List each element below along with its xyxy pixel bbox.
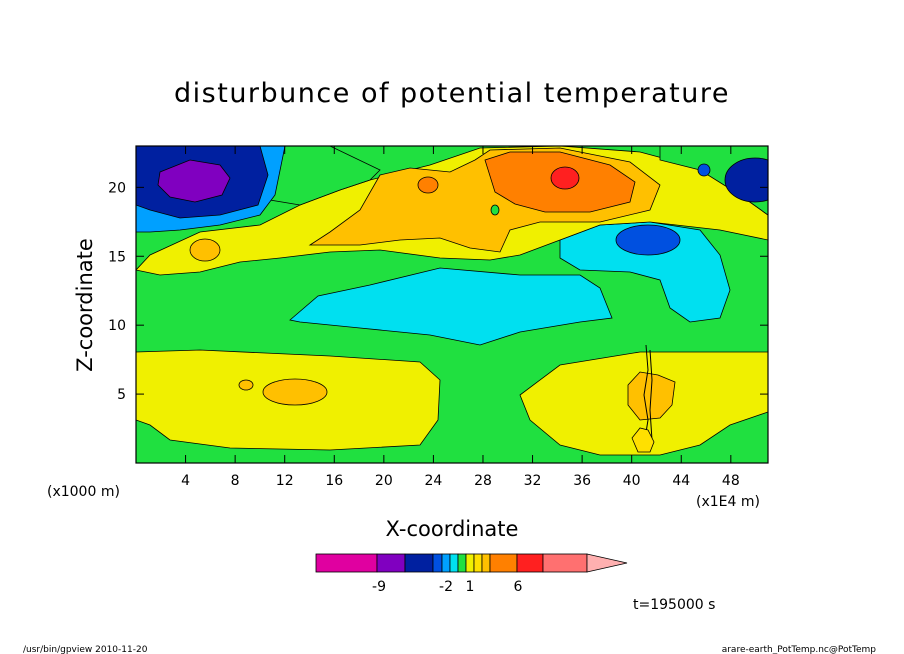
- y-tick-label: 5: [117, 387, 126, 403]
- colorbar-label: -9: [372, 579, 386, 595]
- x-tick-label: 28: [474, 473, 492, 489]
- y-tick-label: 10: [108, 318, 126, 334]
- x-scale-note-left: (x1000 m): [47, 484, 120, 500]
- contour-field: [136, 146, 768, 463]
- y-axis-label: Z-coordinate: [73, 238, 97, 372]
- x-tick-label: 36: [573, 473, 591, 489]
- region-upper-left-warmer: [189, 238, 221, 262]
- x-tick-label: 12: [276, 473, 294, 489]
- colorbar-swatch: [473, 553, 483, 573]
- x-tick-label: 44: [672, 473, 690, 489]
- x-tick-label: 16: [325, 473, 343, 489]
- region-upper-hot-core: [550, 166, 580, 190]
- region-upper-right-cold: [724, 157, 768, 203]
- region-right-colder: [615, 224, 681, 256]
- colorbar-swatch: [376, 553, 406, 573]
- x-tick-label: 4: [181, 473, 190, 489]
- region-upper-mid-spot: [417, 176, 439, 194]
- x-tick-label: 32: [524, 473, 542, 489]
- footer-left: /usr/bin/gpview 2010-11-20: [23, 645, 148, 654]
- colorbar-swatch: [465, 553, 475, 573]
- y-tick-label: 20: [108, 180, 126, 196]
- region-upper-left-coldest: [157, 159, 231, 203]
- x-tick-label: 20: [375, 473, 393, 489]
- chart-title: disturbunce of potential temperature: [174, 78, 730, 109]
- colorbar-swatch: [457, 553, 467, 573]
- x-tick-label: 40: [623, 473, 641, 489]
- x-tick-label: 24: [424, 473, 442, 489]
- x-tick-label: 48: [722, 473, 740, 489]
- colorbar-swatch: [489, 553, 518, 573]
- x-tick-label: 8: [231, 473, 240, 489]
- x-axis-label: X-coordinate: [386, 517, 519, 541]
- colorbar-swatch: [542, 553, 588, 573]
- colorbar-label: 6: [514, 579, 523, 595]
- colorbar-label: 1: [466, 579, 475, 595]
- region-lower-left-warmer: [262, 378, 328, 406]
- colorbar-swatch: [481, 553, 491, 573]
- plot-frame: [135, 145, 769, 464]
- x-scale-note-right: (x1E4 m): [696, 494, 760, 510]
- colorbar-swatch: [449, 553, 459, 573]
- region-lower-left-spot: [238, 379, 254, 391]
- region-upper-right-spot: [697, 163, 711, 177]
- footer-right: arare-earth_PotTemp.nc@PotTemp: [722, 645, 877, 654]
- region-mid-cool: [289, 267, 613, 346]
- colorbar-label: -2: [439, 579, 453, 595]
- y-axis-ticks: 5 10 15 20: [108, 180, 768, 403]
- time-label: t=195000 s: [633, 597, 715, 613]
- disturbance-plume-lower: [631, 427, 655, 453]
- y-tick-label: 15: [108, 249, 126, 265]
- colorbar-swatch: [432, 553, 443, 573]
- colorbar-swatch: [441, 553, 451, 573]
- disturbance-plume: [643, 344, 653, 446]
- colorbar-swatch: [516, 553, 544, 573]
- colorbar-extension: [586, 553, 628, 573]
- x-axis-ticks: 4 8 12 16 20 24 28 32 36 40 44 48: [181, 146, 740, 489]
- region-small-green: [490, 204, 500, 216]
- colorbar: [315, 553, 628, 573]
- colorbar-swatch: [315, 553, 378, 573]
- colorbar-swatch: [404, 553, 434, 573]
- region-lower-right-warmer: [627, 371, 676, 421]
- colorbar-labels: -9 -2 1 6: [372, 579, 523, 595]
